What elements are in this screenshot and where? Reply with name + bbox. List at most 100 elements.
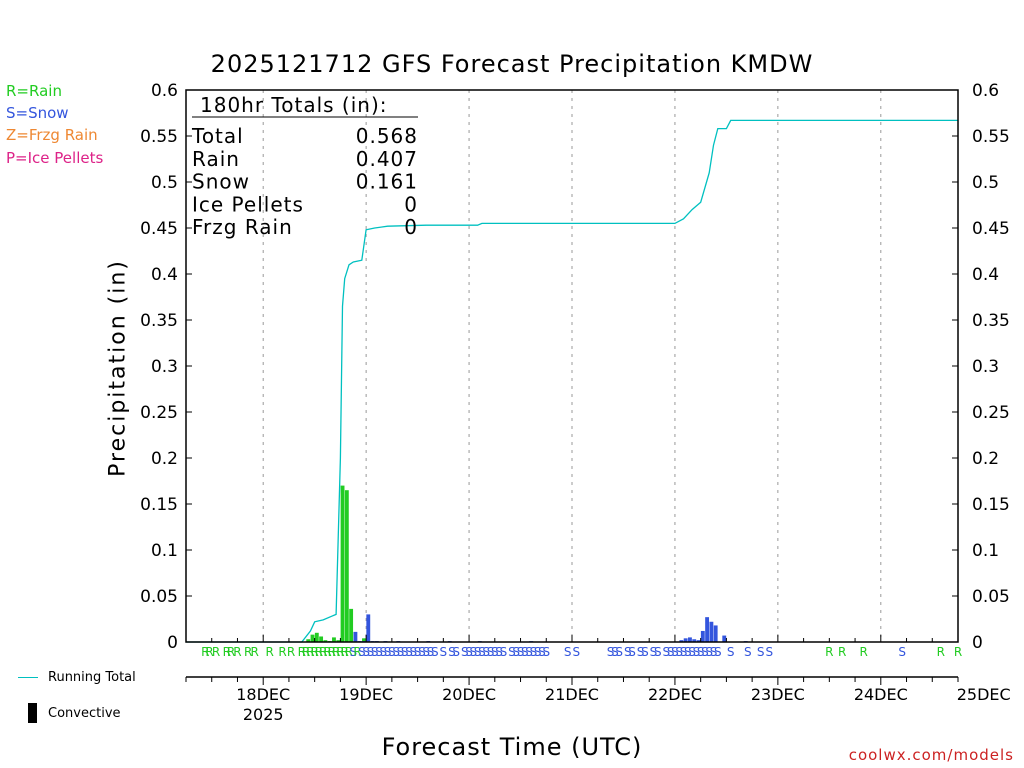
legend-ice-pellets: P=Ice Pellets [6, 149, 104, 167]
precip-type-marker: R [278, 645, 286, 659]
totals-row-label: Ice Pellets [192, 192, 304, 216]
y-tick-label-left: 0.1 [151, 541, 178, 561]
totals-row-label: Snow [192, 170, 250, 194]
precip-type-marker: S [517, 645, 525, 659]
convective-key-label: Convective [48, 706, 121, 721]
precip-type-marker: S [491, 645, 499, 659]
precip-type-marker: R [341, 645, 349, 659]
y-tick-label-left: 0.55 [140, 127, 178, 147]
y-tick-label-left: 0.35 [140, 311, 178, 331]
y-tick-label-right: 0.25 [972, 403, 1010, 423]
precip-type-marker: S [615, 645, 623, 659]
precip-type-marker: S [765, 645, 773, 659]
y-tick-label-left: 0.45 [140, 219, 178, 239]
precip-type-marker: S [440, 645, 448, 659]
rain-bar [319, 636, 324, 642]
x-tick-label: 24DEC [854, 685, 908, 704]
precip-type-marker: S [431, 645, 439, 659]
precip-type-marker: R [201, 645, 209, 659]
y-tick-label-left: 0.05 [140, 587, 178, 607]
precip-type-marker: S [667, 645, 675, 659]
snow-bar [722, 635, 727, 642]
snow-bar [692, 639, 697, 642]
y-tick-label-left: 0.3 [151, 357, 178, 377]
y-tick-label-right: 0.2 [972, 449, 999, 469]
y-tick-label-right: 0.6 [972, 81, 999, 101]
legend-snow: S=Snow [6, 104, 69, 122]
x-tick-label: 23DEC [751, 685, 805, 704]
totals-row-label: Total [191, 124, 244, 148]
legend-freezing-rain: Z=Frzg Rain [6, 126, 98, 144]
totals-header: 180hr Totals (in): [200, 93, 388, 117]
precip-type-marker: S [624, 645, 632, 659]
rain-bar [310, 634, 315, 642]
convective-key-swatch [28, 703, 37, 723]
rain-bar [344, 490, 349, 642]
x-tick-label: 25DEC [957, 685, 1011, 704]
running-total-key-label: Running Total [48, 670, 136, 685]
rain-bar [362, 638, 366, 642]
precip-type-marker: S [542, 645, 550, 659]
y-tick-label-right: 0.4 [972, 265, 999, 285]
rain-bar [336, 640, 341, 642]
rain-bar [332, 637, 336, 642]
rain-bar [314, 632, 319, 642]
y-tick-label-right: 0.15 [972, 495, 1010, 515]
precip-type-marker: S [465, 645, 473, 659]
precip-type-marker: S [671, 645, 679, 659]
precip-type-marker: S [500, 645, 508, 659]
precip-type-marker: S [427, 645, 435, 659]
precip-type-marker: S [482, 645, 490, 659]
precip-type-marker: S [409, 645, 417, 659]
precip-type-marker: R [287, 645, 295, 659]
totals-box: 180hr Totals (in): Total 0.568 Rain 0.407 Sno… [191, 93, 418, 239]
y-tick-label-right: 0.35 [972, 311, 1010, 331]
precip-type-markers: RRR RRR RR R R R RRRRRRRRRRRRSRSSSSSSSSSSSSSSS… [201, 645, 962, 659]
precip-type-marker: S [705, 645, 713, 659]
precip-type-marker: S [375, 645, 383, 659]
snow-bar [688, 637, 692, 642]
precip-type-marker: S [564, 645, 572, 659]
precip-type-marker: R [319, 645, 327, 659]
precip-type-marker: R [345, 645, 353, 659]
precip-type-marker: R [223, 645, 231, 659]
precip-type-marker: R [332, 645, 340, 659]
y-tick-label-right: 0.45 [972, 219, 1010, 239]
precip-type-marker: S [470, 645, 478, 659]
snow-bar [696, 640, 701, 642]
precip-type-marker: S [654, 645, 662, 659]
y-tick-label-left: 0.5 [151, 173, 178, 193]
precip-type-marker: S [650, 645, 658, 659]
precip-type-marker: S [422, 645, 430, 659]
precip-type-marker: S [397, 645, 405, 659]
precip-type-marker: S [418, 645, 426, 659]
precip-type-marker: R [323, 645, 331, 659]
snow-bar [700, 630, 705, 642]
precip-type-marker: S [684, 645, 692, 659]
precip-type-marker: S [388, 645, 396, 659]
y-tick-label-right: 0 [972, 633, 983, 653]
precip-type-marker: R [233, 645, 241, 659]
precip-type-marker: R [298, 645, 306, 659]
precip-type-marker: R [315, 645, 323, 659]
y-tick-label-left: 0.4 [151, 265, 178, 285]
precip-type-marker: S [710, 645, 718, 659]
precip-type-marker: S [628, 645, 636, 659]
y-tick-label-left: 0.6 [151, 81, 178, 101]
precip-type-marker: S [572, 645, 580, 659]
x-tick-label: 19DEC [339, 685, 393, 704]
precip-type-marker: R [265, 645, 273, 659]
running-total-key-line [18, 677, 38, 678]
precip-type-marker: S [611, 645, 619, 659]
precip-type-marker: S [688, 645, 696, 659]
snow-bar [353, 631, 358, 642]
y-tick-label-left: 0.25 [140, 403, 178, 423]
y-axis-ticks: 0 00.05 0.050.1 0.10.15 0.150.2 0.20.25 0.250.… [140, 81, 1010, 653]
precip-type-marker: S [641, 645, 649, 659]
precip-type-marker: R [302, 645, 310, 659]
precip-type-marker: S [525, 645, 533, 659]
rain-bar [349, 608, 354, 642]
precip-type-marker: S [521, 645, 529, 659]
precip-type-marker: S [693, 645, 701, 659]
precip-type-marker: R [205, 645, 213, 659]
